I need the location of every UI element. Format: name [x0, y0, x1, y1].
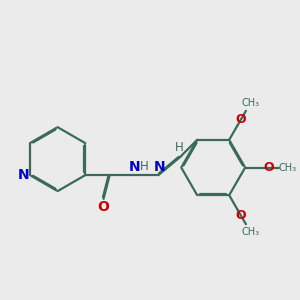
Text: O: O [236, 113, 246, 126]
Text: H: H [140, 160, 148, 173]
Text: CH₃: CH₃ [241, 98, 259, 108]
Text: O: O [263, 161, 274, 174]
Text: O: O [98, 200, 110, 214]
Text: CH₃: CH₃ [278, 163, 296, 172]
Text: N: N [17, 168, 29, 182]
Text: H: H [174, 141, 183, 154]
Text: N: N [154, 160, 165, 174]
Text: O: O [236, 209, 246, 222]
Text: CH₃: CH₃ [241, 226, 259, 237]
Text: N: N [129, 160, 141, 174]
